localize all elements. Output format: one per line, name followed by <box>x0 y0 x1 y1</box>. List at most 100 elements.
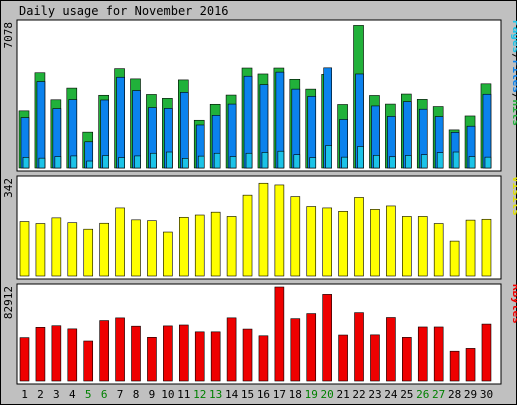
chart-title: Daily usage for November 2016 <box>19 4 229 18</box>
bar-visits-day-10 <box>163 231 173 277</box>
day-label-18: 18 <box>289 388 302 401</box>
day-label-16: 16 <box>257 388 270 401</box>
bar-pages-day-22 <box>357 146 364 169</box>
bar-kbytes-day-8 <box>131 325 141 382</box>
day-label-23: 23 <box>368 388 381 401</box>
day-label-30: 30 <box>480 388 493 401</box>
bar-visits-day-14 <box>226 216 237 277</box>
day-label-6: 6 <box>101 388 108 401</box>
bar-kbytes-day-9 <box>147 336 157 382</box>
bar-visits-day-17 <box>274 184 285 277</box>
day-label-19: 19 <box>305 388 318 401</box>
bar-kbytes-day-25 <box>402 337 412 382</box>
max-label-visits: 342 <box>2 178 15 198</box>
max-label-hits: 7078 <box>2 22 15 49</box>
day-label-17: 17 <box>273 388 286 401</box>
day-label-22: 22 <box>352 388 365 401</box>
day-label-2: 2 <box>37 388 44 401</box>
bar-visits-day-1 <box>19 221 30 277</box>
bar-pages-day-7 <box>118 157 125 169</box>
bar-visits-day-26 <box>417 216 428 277</box>
bar-kbytes-day-6 <box>99 320 109 382</box>
bar-visits-day-16 <box>258 182 269 277</box>
bar-visits-day-18 <box>290 196 301 277</box>
bar-pages-day-27 <box>436 152 444 169</box>
bar-kbytes-day-28 <box>449 350 460 382</box>
bar-kbytes-day-15 <box>242 328 253 382</box>
bar-kbytes-day-14 <box>226 317 237 382</box>
day-label-24: 24 <box>384 388 398 401</box>
bar-pages-day-11 <box>182 158 189 169</box>
day-label-26: 26 <box>416 388 429 401</box>
bar-pages-day-15 <box>245 152 253 169</box>
bar-visits-day-4 <box>67 222 78 277</box>
bar-pages-day-24 <box>389 156 396 169</box>
bar-kbytes-day-2 <box>35 327 46 382</box>
bar-kbytes-day-20 <box>322 294 332 382</box>
day-label-3: 3 <box>53 388 60 401</box>
legend-hits: Pages/Files/Hits <box>510 20 517 126</box>
bar-kbytes-day-27 <box>433 326 444 382</box>
bar-kbytes-day-17 <box>274 286 285 382</box>
bar-files-day-19 <box>307 95 317 169</box>
bar-visits-day-30 <box>481 218 492 277</box>
bar-visits-day-20 <box>322 207 332 277</box>
day-label-11: 11 <box>177 388 190 401</box>
bar-visits-day-7 <box>115 207 125 277</box>
bar-kbytes-day-26 <box>417 326 428 382</box>
bar-pages-day-5 <box>86 160 94 169</box>
day-label-12: 12 <box>193 388 206 401</box>
day-label-14: 14 <box>225 388 239 401</box>
bar-pages-day-12 <box>197 155 205 169</box>
bar-visits-day-27 <box>433 223 444 277</box>
bar-visits-day-29 <box>465 219 476 277</box>
bar-visits-day-25 <box>402 216 412 277</box>
max-label-kbytes: 82912 <box>2 286 15 319</box>
legend-hits-part-4: Hits <box>510 100 517 127</box>
bar-pages-day-29 <box>468 156 476 169</box>
bar-kbytes-day-12 <box>194 331 205 382</box>
bar-pages-day-20 <box>325 145 332 169</box>
day-label-15: 15 <box>241 388 254 401</box>
bar-visits-day-24 <box>386 205 396 277</box>
day-label-4: 4 <box>69 388 76 401</box>
day-label-1: 1 <box>21 388 28 401</box>
day-label-25: 25 <box>400 388 413 401</box>
legend-kbytes: KBytes <box>510 284 517 324</box>
bar-kbytes-day-11 <box>179 324 189 382</box>
bar-kbytes-day-18 <box>290 318 301 382</box>
bar-files-day-7 <box>116 76 125 169</box>
day-label-21: 21 <box>336 388 349 401</box>
legend-kbytes-part-0: KBytes <box>510 284 517 324</box>
bar-kbytes-day-19 <box>306 313 317 382</box>
bar-visits-day-28 <box>449 240 460 277</box>
bar-kbytes-day-24 <box>386 317 396 382</box>
bar-kbytes-day-1 <box>19 337 30 382</box>
bar-pages-day-26 <box>420 154 428 169</box>
bar-visits-day-21 <box>338 211 348 277</box>
legend-visits-part-0: Visits <box>510 176 517 216</box>
bar-kbytes-day-5 <box>83 340 94 382</box>
bar-kbytes-day-3 <box>51 325 62 382</box>
bar-visits-day-9 <box>147 220 157 277</box>
legend-hits-part-0: Pages <box>510 20 517 53</box>
day-label-10: 10 <box>161 388 174 401</box>
day-label-13: 13 <box>209 388 222 401</box>
legend-visits: Visits <box>510 176 517 216</box>
bar-kbytes-day-4 <box>67 328 78 382</box>
day-label-27: 27 <box>432 388 445 401</box>
bar-visits-day-6 <box>99 222 109 277</box>
bar-kbytes-day-23 <box>370 334 380 382</box>
bar-kbytes-day-29 <box>465 348 476 382</box>
bar-kbytes-day-10 <box>163 325 173 382</box>
day-label-7: 7 <box>117 388 124 401</box>
bar-pages-day-3 <box>54 156 62 169</box>
legend-hits-part-3: / <box>510 93 517 100</box>
day-label-5: 5 <box>85 388 92 401</box>
bar-pages-day-25 <box>405 155 412 169</box>
legend-hits-part-2: Files <box>510 60 517 93</box>
day-label-29: 29 <box>464 388 477 401</box>
bar-pages-day-17 <box>277 150 285 169</box>
